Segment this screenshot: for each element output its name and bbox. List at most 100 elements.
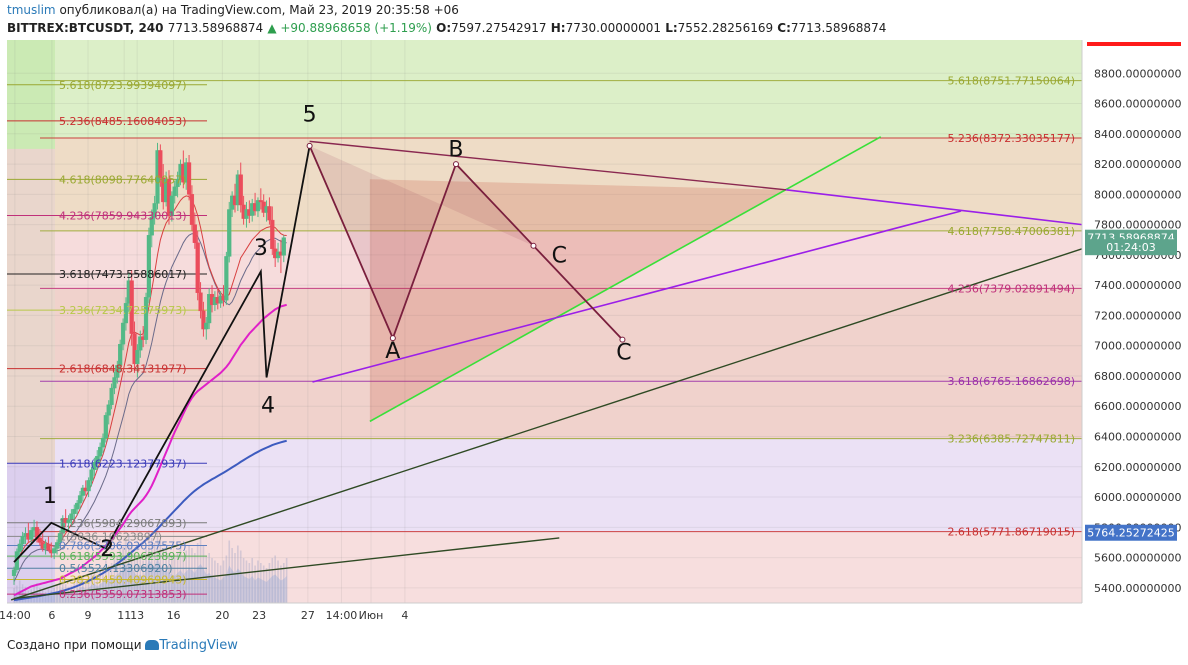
fib-left-label: 0.382(5450.40969943) [59,574,187,587]
candle-body [100,437,106,448]
candle-body [120,322,126,345]
candle-body [207,294,212,324]
time-tick-label: 14:00 [326,609,358,622]
candle-body [54,542,60,549]
brand-link[interactable]: TradingView [159,638,238,653]
candle-body [201,310,206,330]
wave-label: C [616,340,631,365]
candle-body [89,469,94,481]
price-tick-label: 8600.00000000 [1094,98,1181,111]
candle-body [192,224,197,243]
impulse-wave-line [13,145,311,563]
author-link[interactable]: tmuslim [7,3,56,17]
price-tick-label: 7800.00000000 [1094,219,1181,232]
volume-bar [280,565,282,603]
volume-bar [148,530,150,603]
grid-lines [7,40,1082,603]
candles[interactable] [11,142,286,585]
wave-label: A [385,339,400,364]
tradingview-logo-icon [145,640,160,650]
price-tick-label: 7200.00000000 [1094,309,1181,322]
volume-bar [208,553,210,603]
candle-body [146,235,151,298]
publish-info: tmuslim опубликовал(а) на TradingView.co… [7,3,459,17]
candle-body [97,446,103,457]
pattern-point [306,142,313,149]
volume-bar [251,558,254,603]
footer: Создано при помощи TradingView [7,638,238,653]
volume-bar [196,543,199,603]
candle-body [69,513,74,520]
candle-body [172,186,177,197]
fib-lines [7,80,1082,595]
price-tick-label: 8800.00000000 [1094,67,1181,80]
candle-body [109,387,114,405]
price-tick-label: 8000.00000000 [1094,188,1181,201]
zone-pink [7,230,1082,289]
candle-body [106,404,111,416]
candle-body [227,209,232,257]
price-axis-marker [1087,42,1181,46]
volume-bar [265,568,268,603]
candle-body [75,502,80,510]
volume-bar [179,548,182,603]
candle-body [46,543,51,551]
price-tick-label: 6400.00000000 [1094,431,1181,444]
volume-bar [153,543,156,603]
candle-body [86,480,91,492]
fib-left-label: 4.618(8098.77640057) [59,173,187,186]
volume-bar [262,565,265,603]
price-tick-label: 5400.00000000 [1094,582,1181,595]
price-tick-label: 8400.00000000 [1094,128,1181,141]
volume-bar [271,558,274,603]
time-axis-bg [0,603,1188,625]
price-axis[interactable]: 8800.00000000 8600.00000000 8400.00000000 8… [1081,0,1188,625]
candle-body [118,343,123,366]
candle-body [66,519,71,523]
candle-body [123,303,129,324]
volume-bar [219,565,222,603]
candle-body [115,365,120,378]
price-tick-label: 6200.00000000 [1094,461,1181,474]
fib-right-label: 4.618(7758.47006381) [947,225,1075,238]
price-tick-label: 6600.00000000 [1094,400,1181,413]
candle-body [158,150,163,178]
fib-right-label: 5.618(8751.77150064) [947,75,1075,88]
volume-bar [231,548,233,603]
fib-left-label: 5.236(8485.16084053) [59,115,187,128]
trendline-dark [10,248,1083,601]
close-value: 7713.58968874 [790,21,887,35]
pattern-point [452,161,459,168]
time-tick-label: 14:00 [0,609,31,622]
volume-bar [102,568,104,603]
volume-bar [228,540,231,603]
low-value: 7552.28256169 [677,21,774,35]
time-tick-label: Июн [359,609,384,622]
volume-bar [168,553,170,603]
ma-gray-line [13,233,287,583]
candle-body [152,203,157,218]
pattern-point [530,242,537,249]
volume-bar [93,570,96,603]
volume-area-fill [14,558,287,603]
candle-body [95,455,100,463]
wave-label: 4 [261,393,275,418]
volume-bar [245,560,248,603]
volume-bar [156,528,159,603]
high-value: 7730.00000001 [565,21,662,35]
trend-lines[interactable] [10,136,1083,601]
price-badge [1085,239,1177,256]
candle-body [135,350,140,365]
ma-blue-line [13,439,287,601]
time-tick-label: 11 [117,609,131,622]
volume-bar [242,558,245,603]
symbol-name[interactable]: BITTREX:BTCUSDT, 240 [7,21,164,35]
wave-label: C [552,243,567,268]
fib-left-label: 0.786(5706.02037575) [59,539,187,552]
candle-body [238,174,243,206]
candle-body [129,280,134,334]
zone-green-top [7,40,1082,139]
fib-left-label: 5.618(8723.99394097) [59,79,187,92]
